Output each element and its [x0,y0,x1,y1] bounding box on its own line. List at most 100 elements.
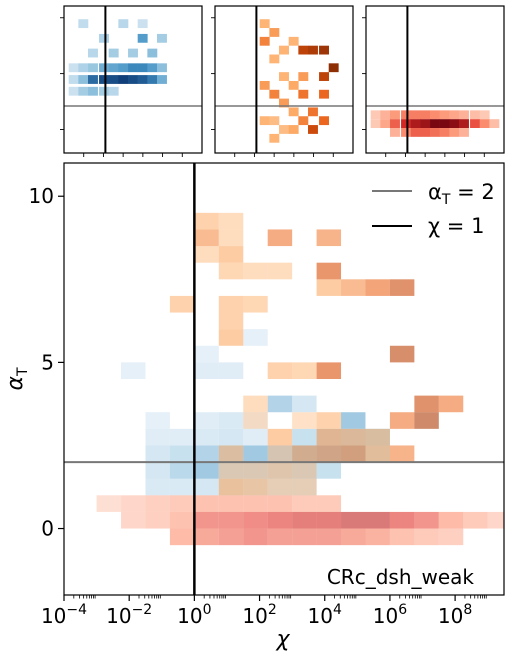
heatmap-cell-reds [218,495,244,512]
y-tick-label: 0 [41,517,54,541]
inset-cell [390,110,400,120]
reference-lines [64,163,504,595]
heatmap-cell-oranges [389,412,415,429]
x-tick-label: 108 [438,602,472,628]
inset-cell [370,119,381,129]
heatmap-cell-reds [316,511,342,529]
heatmap-cell-reds [438,528,464,546]
heatmap-cell-oranges [292,412,317,429]
heatmap-cell-oranges [341,445,366,463]
heatmap-cell-oranges [243,295,268,313]
heatmap-cell-oranges [267,445,293,463]
inset-cell [108,75,119,84]
heatmap-cell-oranges [365,445,390,463]
inset-cell [328,63,339,73]
inset-cell [118,63,129,73]
inset-cell [157,63,167,73]
heatmap-cell-reds [267,528,293,546]
heatmap-cell-oranges [267,428,293,446]
inset-cell [269,54,280,64]
heatmap-cell-reds [341,528,366,546]
heatmap-cell-oranges [218,478,244,496]
heatmap-cell-oranges [243,412,268,429]
heatmap-cell-oranges [292,445,317,463]
inset-cell [459,119,469,129]
inset-cell [269,28,280,37]
heatmap-cell-blues [194,345,219,363]
heatmap-cell-blues [145,478,170,496]
heatmap-cell-oranges [267,362,293,379]
heatmap-cell-oranges [218,229,244,247]
inset-cell [99,63,109,73]
inset-cell [420,119,431,129]
heatmap-cell-oranges [194,212,219,230]
heatmap-cell-oranges [243,462,268,479]
plot-frame [63,162,505,596]
inset-heatmap-cells [215,6,353,153]
y-tick-label: 5 [41,350,54,374]
heatmap-cell-blues [194,478,219,496]
main-plot: 10−4 10−2 100 102 104 106 108 0 5 10 αT = 2 χ = 1… [3,17,505,652]
inset-cell [279,45,289,55]
inset-cell [137,63,148,73]
inset-cell [401,119,411,129]
heatmap-cell-reds [365,528,390,546]
axis-ticks: 10−4 10−2 100 102 104 106 108 0 5 10 [29,17,487,628]
heatmap-cell-blues [121,362,146,379]
inset-cell [259,19,270,29]
x-axis-title: χ [275,627,290,652]
inset-cell [88,48,98,58]
heatmap-cell-oranges [316,229,342,247]
inset-cell [390,128,400,137]
heatmap-cell-blues [194,428,219,446]
inset-cell [137,33,148,43]
heatmap-cell-oranges [218,445,244,463]
inset-cell [78,19,89,29]
inset-cell [410,110,421,120]
heatmap-cell-reds [218,528,244,546]
heatmap-cell-oranges [365,279,390,296]
heatmap-cell-blues [169,428,195,446]
inset-cell [298,72,309,81]
heatmap-cell-blues [145,445,170,463]
inset-cell [479,110,490,120]
heatmap-cell-oranges [218,212,244,230]
inset-cell [390,119,400,129]
inset-cell [88,86,98,96]
heatmap-cell-reds [267,495,293,512]
inset-cell [279,125,289,134]
heatmap-cell-blues [292,428,317,446]
inset-cell [308,107,318,117]
heatmap-cell-reds [121,511,146,529]
heatmap-cell-oranges [316,412,342,429]
inset-cell [439,119,450,129]
heatmap-cell-blues [218,428,244,446]
inset-cell [319,72,329,81]
inset-cell [420,110,431,120]
inset-cell [78,86,89,96]
heatmap-cell-oranges [218,262,244,280]
heatmap-cell-blues [169,478,195,496]
inset-cell [380,119,391,129]
inset-cell [128,75,138,84]
heatmap-cell-blues [194,462,219,479]
heatmap-cell-reds [194,511,219,529]
heatmap-cells [96,212,504,546]
heatmap-cell-oranges [341,279,366,296]
inset-frame [214,5,354,154]
inset-heatmap-cells [64,6,202,153]
heatmap-cell-reds [463,511,488,529]
inset-cell [298,45,309,55]
heatmap-cell-oranges [316,445,342,463]
heatmap-cell-reds [292,511,317,529]
inset-cell [88,75,98,84]
inset-cell [108,63,119,73]
x-tick-label: 10−4 [41,602,87,628]
heatmap-cell-blues [218,362,244,379]
inset-cell [157,33,167,43]
inset-cell [449,110,460,120]
inset-cell [157,75,167,84]
heatmap-cell-oranges [243,478,268,496]
inset-cell [319,45,329,55]
heatmap-cell-reds [243,511,268,529]
